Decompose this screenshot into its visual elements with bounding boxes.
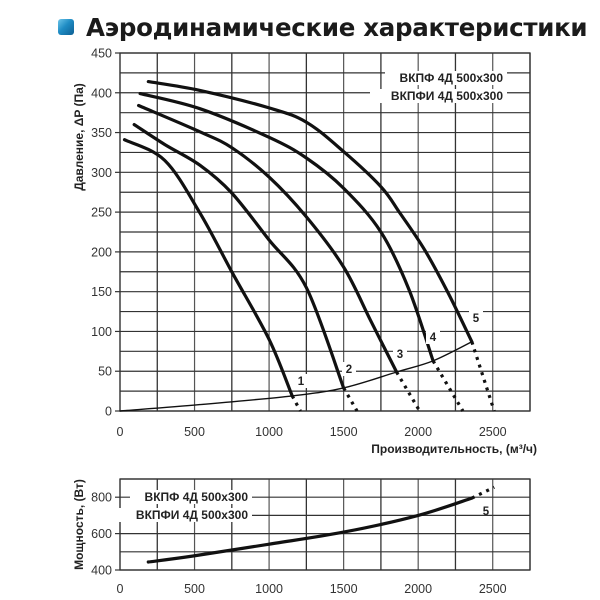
legend-entry: ВКПФИ 4Д 500х300 [391, 89, 503, 103]
y-tick-label: 400 [91, 564, 112, 578]
axis-ticks: 0 500 1000 1500 2000 250005010015020025030035… [91, 47, 507, 440]
curve-label-2: 2 [346, 364, 352, 376]
legend-entry: ВКПФ 4Д 500х300 [400, 71, 504, 85]
grid [119, 478, 531, 571]
x-tick-label: 2500 [479, 582, 507, 596]
fan-curve-5-extension [470, 341, 496, 412]
pressure-chart: 0 500 1000 1500 2000 250005010015020025030035… [72, 47, 537, 457]
system-curve [119, 341, 473, 412]
fan-curve-3 [137, 103, 399, 374]
y-tick-label: 50 [98, 365, 112, 379]
y-tick-label: 150 [91, 285, 112, 299]
header: Аэродинамические характеристики [58, 10, 588, 44]
legend-entry: ВКПФ 4Д 500х300 [145, 490, 249, 504]
legend: ВКПФ 4Д 500х300 ВКПФИ 4Д 500х300 [370, 71, 507, 103]
x-tick-label: 2000 [404, 425, 432, 439]
fan-curve-2 [132, 123, 346, 390]
y-tick-label: 200 [91, 245, 112, 259]
x-tick-label: 2500 [479, 425, 507, 439]
y-tick-label: 450 [91, 47, 112, 61]
legend: ВКПФ 4Д 500х300 ВКПФИ 4Д 500х300 [115, 490, 252, 522]
fan-curve-5 [146, 80, 474, 344]
x-tick-label: 1000 [255, 425, 283, 439]
curve-label-1: 1 [298, 376, 305, 388]
y-tick-label: 400 [91, 86, 112, 100]
curve-label-5: 5 [473, 313, 480, 325]
x-tick-label: 1000 [255, 582, 283, 596]
grid [119, 52, 531, 412]
y-tick-label: 100 [91, 325, 112, 339]
legend-entry: ВКПФИ 4Д 500х300 [136, 508, 248, 522]
y-axis-label: Давление, ΔP (Па) [72, 83, 86, 191]
fan-curve-5 [146, 496, 474, 564]
x-tick-label: 500 [184, 582, 205, 596]
fan-curve-1-extension [290, 395, 302, 412]
x-tick-label: 0 [117, 582, 124, 596]
power-chart: 0 500 1000 1500 2000 2500 400 600 800 Мощность, (… [72, 478, 531, 596]
fan-curve-5-extension [471, 485, 495, 500]
y-axis-label: Мощность, (Вт) [72, 479, 86, 570]
fan-curve-1 [122, 138, 294, 398]
axis-ticks: 0 500 1000 1500 2000 2500 400 600 800 [91, 491, 507, 596]
y-tick-label: 250 [91, 206, 112, 220]
fan-curve-4-extension [431, 360, 465, 412]
y-tick-label: 350 [91, 126, 112, 140]
x-tick-label: 2000 [404, 582, 432, 596]
x-tick-label: 1500 [330, 582, 358, 596]
y-tick-label: 0 [105, 405, 112, 419]
y-tick-label: 300 [91, 166, 112, 180]
curve-label-4: 4 [430, 332, 437, 344]
x-tick-label: 0 [117, 425, 124, 439]
curve-label-5: 5 [483, 506, 490, 518]
x-tick-label: 500 [184, 425, 205, 439]
x-axis-label: Производительность, (м³/ч) [371, 442, 537, 456]
page-title: Аэродинамические характеристики [86, 12, 588, 42]
x-tick-label: 1500 [330, 425, 358, 439]
y-tick-label: 600 [91, 527, 112, 541]
fan-curve-4 [138, 92, 435, 363]
curve-label-3: 3 [397, 349, 403, 361]
y-tick-label: 800 [91, 491, 112, 505]
blue-square-icon [58, 19, 74, 35]
